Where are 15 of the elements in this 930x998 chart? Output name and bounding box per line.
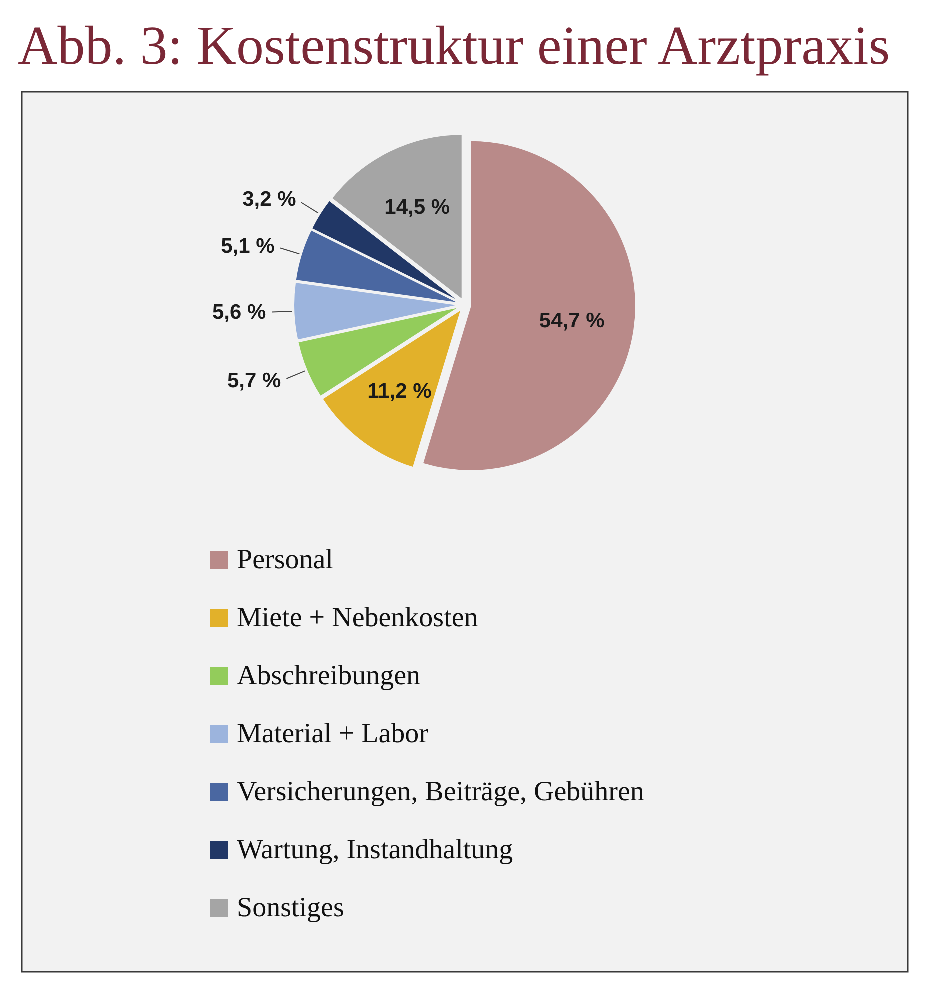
legend-label: Miete + Nebenkosten <box>237 602 478 634</box>
legend-label: Sonstiges <box>237 892 344 924</box>
data-label: 11,2 % <box>368 380 432 403</box>
data-label: 5,6 % <box>212 301 266 324</box>
data-label: 3,2 % <box>242 188 297 211</box>
data-label: 5,1 % <box>221 234 276 258</box>
legend-label: Material + Labor <box>237 718 430 750</box>
data-label: 14,5 % <box>384 196 450 220</box>
legend-label: Versicherungen, Beiträge, Gebühren <box>237 776 644 808</box>
chart-title: Abb. 3: Kostenstruktur einer Arztpraxis <box>18 15 890 76</box>
legend-label: Wartung, Instandhaltung <box>237 834 514 866</box>
legend-label: Abschreibungen <box>237 660 421 692</box>
data-label: 5,7 % <box>227 370 282 393</box>
legend-label: Personal <box>237 544 334 576</box>
data-label: 54,7 % <box>539 309 606 332</box>
